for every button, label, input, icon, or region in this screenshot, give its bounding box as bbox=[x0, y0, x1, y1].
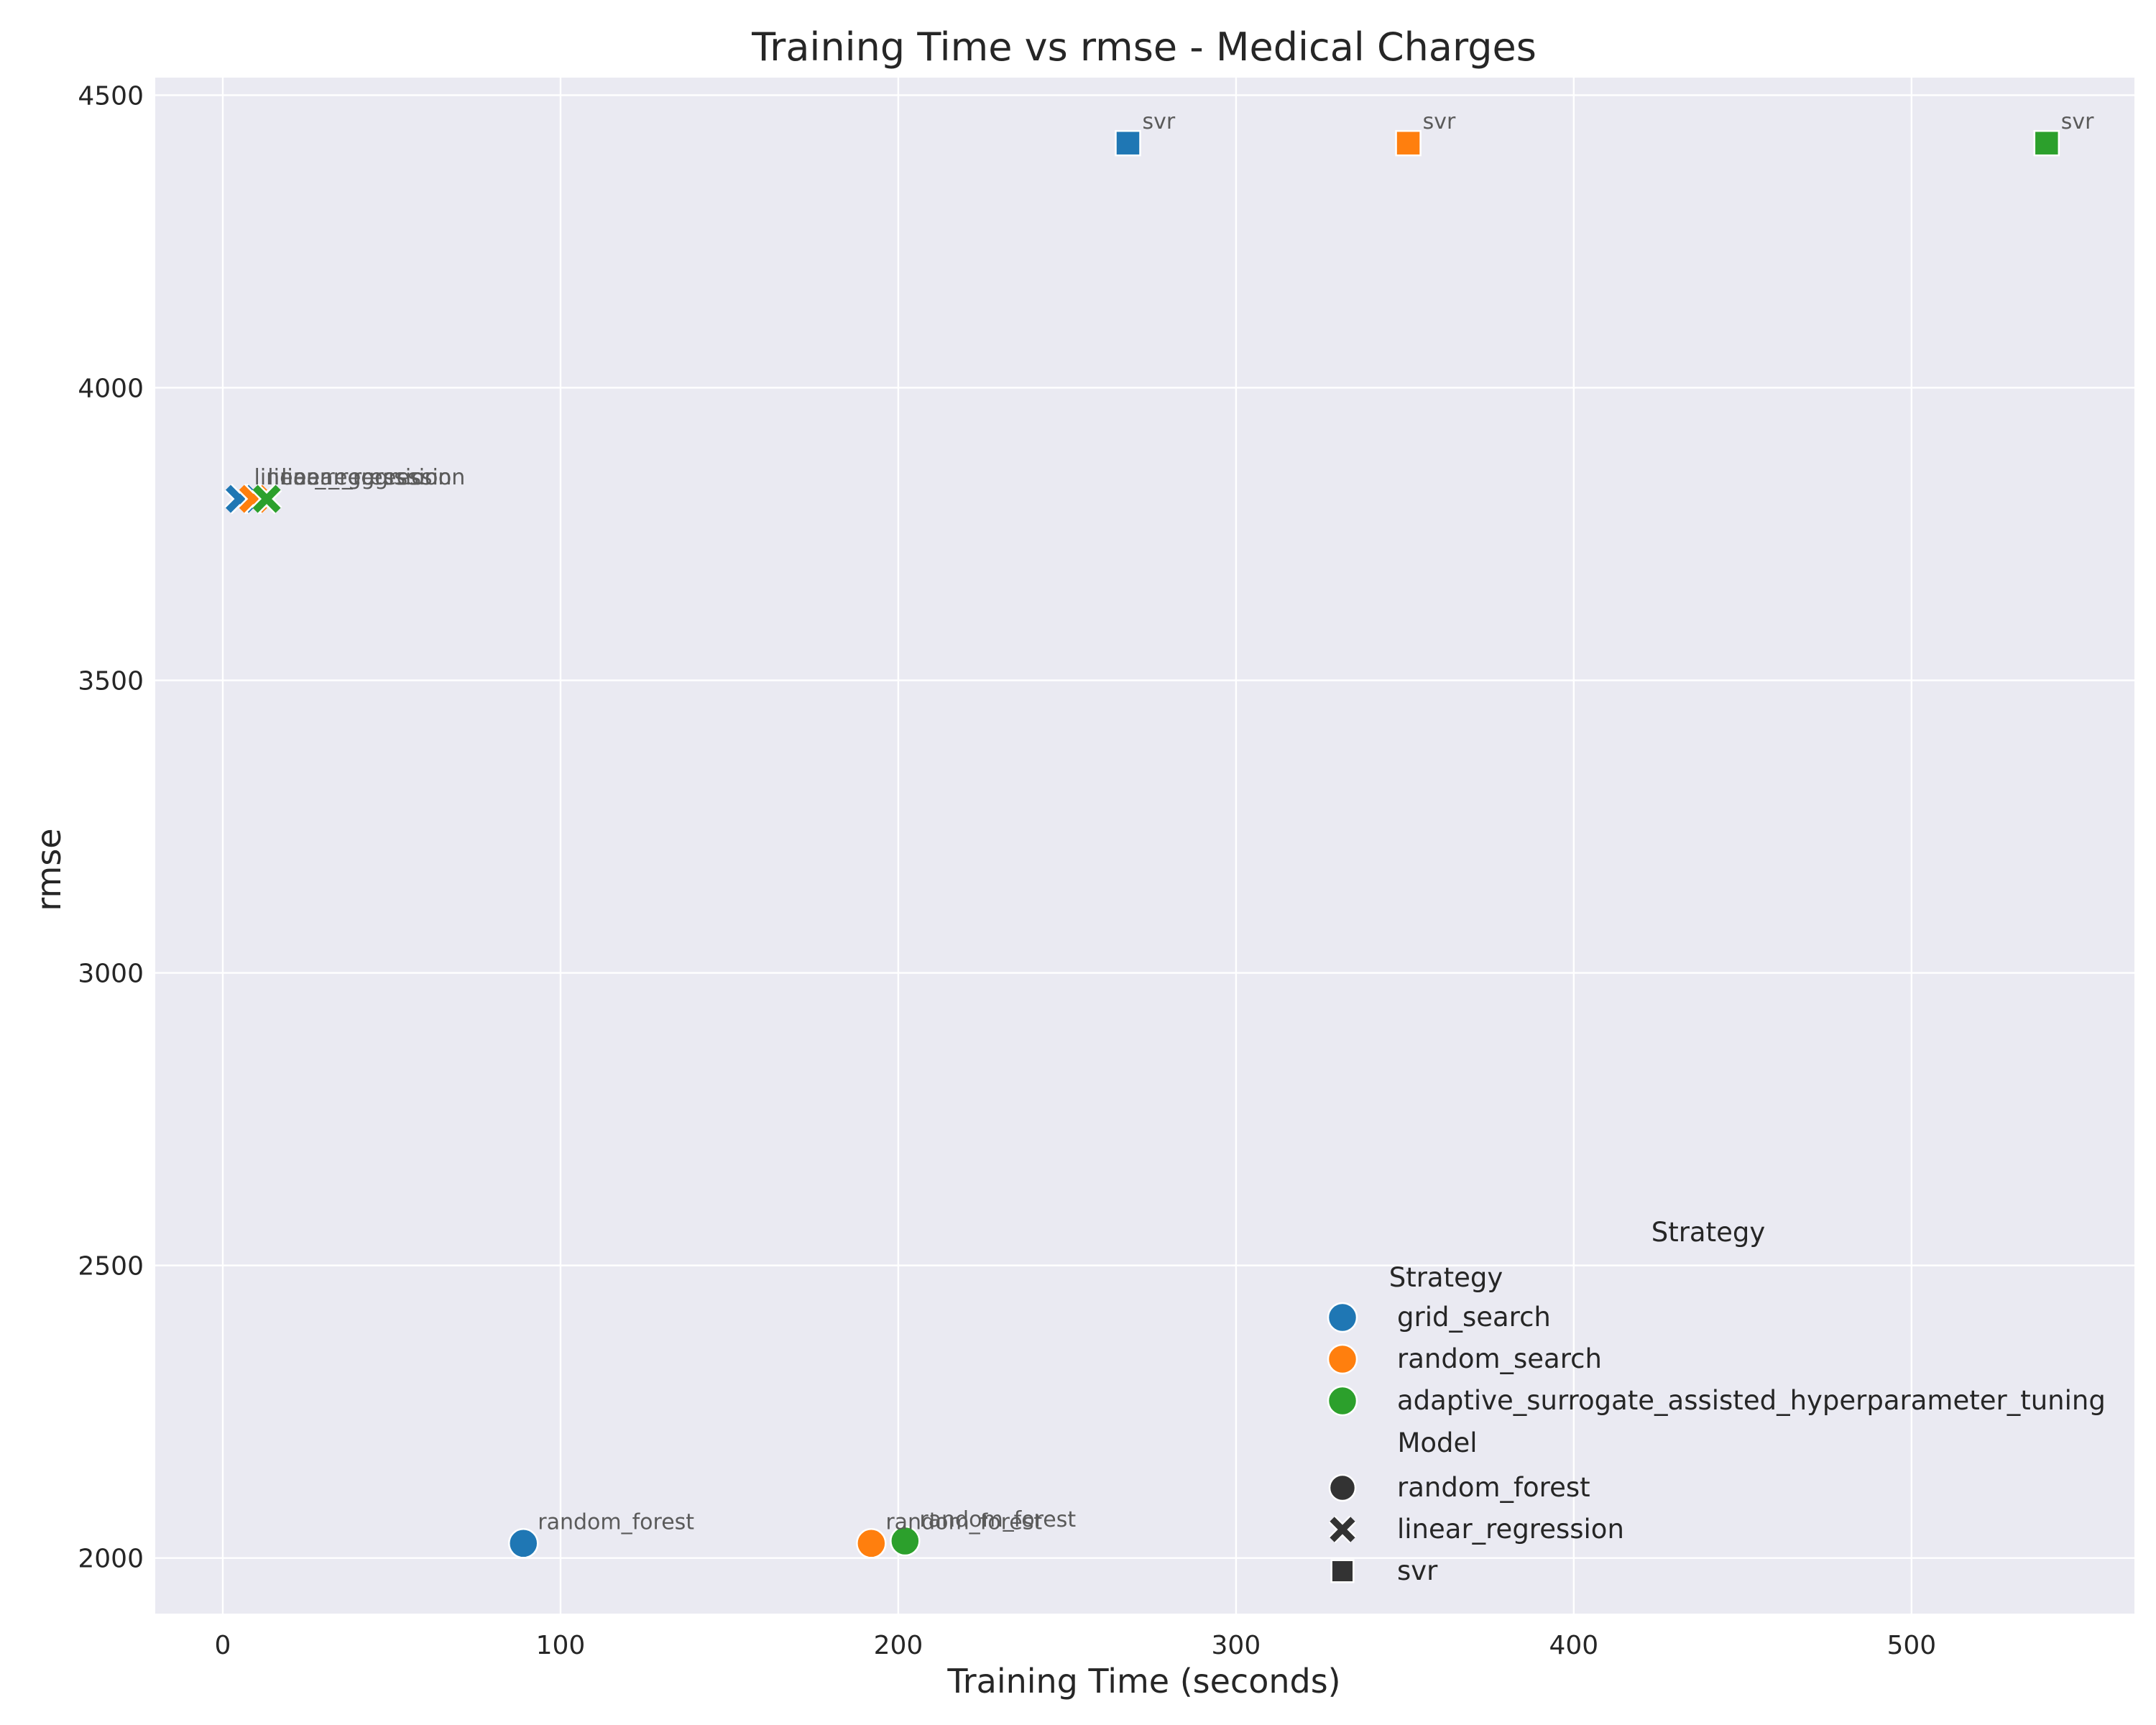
legend-marker bbox=[1328, 1515, 1357, 1544]
point-label: svr bbox=[1423, 109, 1456, 134]
data-points bbox=[224, 129, 2060, 1559]
legend-entry-label: random_forest bbox=[1397, 1472, 1590, 1503]
grid-lines bbox=[155, 78, 2134, 1614]
y-axis-label: rmse bbox=[29, 828, 68, 911]
y-tick-label: 2000 bbox=[78, 1545, 144, 1574]
x-tick-labels: 0 100 200 300 400 500 bbox=[215, 1631, 1937, 1660]
legend-marker bbox=[1328, 1473, 1357, 1502]
plot-area bbox=[155, 78, 2134, 1614]
data-point bbox=[2033, 129, 2060, 157]
chart-title: Training Time vs rmse - Medical Charges bbox=[751, 24, 1537, 70]
legend-strategy-entries: grid_search random_search adaptive_surroga… bbox=[1327, 1302, 2106, 1417]
point-label: random_forest bbox=[538, 1509, 694, 1535]
legend-entry-label: svr bbox=[1397, 1555, 1438, 1586]
legend-entry-label: adaptive_surrogate_assisted_hyperparamet… bbox=[1397, 1385, 2106, 1416]
x-tick-label: 100 bbox=[536, 1631, 586, 1660]
x-tick-label: 300 bbox=[1212, 1631, 1261, 1660]
point-label: random_forest bbox=[885, 1509, 1042, 1535]
legend-marker bbox=[1330, 1559, 1355, 1583]
point-label: linear_regression bbox=[267, 465, 451, 490]
y-tick-label: 3500 bbox=[78, 667, 144, 696]
data-point bbox=[508, 1528, 539, 1559]
legend-style-title: Model bbox=[1397, 1427, 1477, 1458]
y-tick-label: 2500 bbox=[78, 1252, 144, 1282]
point-marker-fill bbox=[252, 484, 281, 513]
x-tick-label: 500 bbox=[1886, 1631, 1936, 1660]
outer-legend-title: Strategy bbox=[1651, 1217, 1766, 1248]
point-marker-fill bbox=[1330, 1517, 1355, 1542]
x-tick-label: 200 bbox=[874, 1631, 923, 1660]
data-point bbox=[856, 1528, 887, 1559]
y-tick-label: 4000 bbox=[78, 374, 144, 403]
data-point bbox=[890, 1525, 921, 1557]
x-tick-label: 0 bbox=[215, 1631, 231, 1660]
legend-hue-title: Strategy bbox=[1389, 1262, 1503, 1293]
y-tick-label: 3000 bbox=[78, 960, 144, 989]
legend-entry-label: linear_regression bbox=[1397, 1514, 1624, 1545]
point-label: linear_regression bbox=[281, 465, 465, 490]
legend-marker bbox=[1327, 1385, 1358, 1417]
legend-marker bbox=[1327, 1343, 1358, 1375]
legend-entry-label: random_search bbox=[1397, 1343, 1602, 1374]
data-point bbox=[251, 483, 282, 515]
x-tick-label: 400 bbox=[1549, 1631, 1598, 1660]
point-annotations: random_forest random_forestrandom_forestl… bbox=[254, 109, 2094, 1535]
point-label: linear_regression bbox=[254, 465, 438, 490]
data-point bbox=[1395, 129, 1422, 157]
x-axis-label: Training Time (seconds) bbox=[946, 1662, 1340, 1701]
legend-marker bbox=[1327, 1302, 1358, 1333]
y-tick-label: 4500 bbox=[78, 81, 144, 111]
point-label: svr bbox=[2061, 109, 2094, 134]
legend: Strategy Strategy grid_search random_sear… bbox=[1327, 1217, 2106, 1586]
y-tick-labels: 2000 2500 3000 3500 4000 4500 bbox=[78, 81, 144, 1573]
point-label: svr bbox=[1143, 109, 1176, 134]
data-point bbox=[1115, 129, 1141, 157]
legend-entry-label: grid_search bbox=[1397, 1302, 1551, 1333]
point-label: random_forest bbox=[919, 1507, 1076, 1532]
